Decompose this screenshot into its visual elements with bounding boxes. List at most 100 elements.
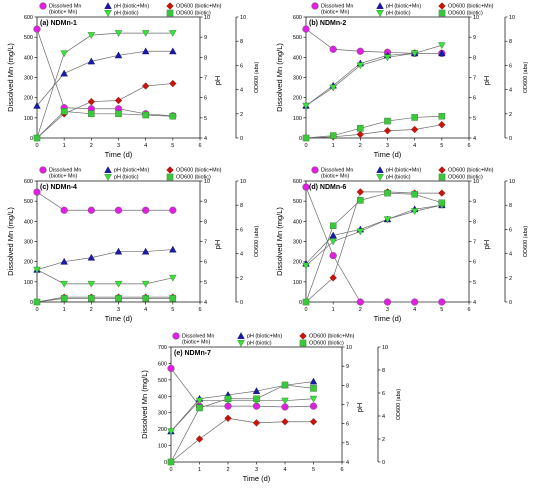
x-tick-label: 0 bbox=[169, 467, 172, 473]
y-left-tick-label: 400 bbox=[24, 219, 33, 225]
y-ph-tick-label: 4 bbox=[346, 460, 349, 466]
data-point-s3 bbox=[356, 188, 365, 196]
y-left-tick-label: 200 bbox=[24, 260, 33, 266]
x-tick-label: 1 bbox=[198, 467, 201, 473]
data-point-s4 bbox=[329, 222, 337, 230]
y-od-tick-label: 10 bbox=[509, 15, 515, 21]
legend-marker-ph-b bbox=[104, 10, 112, 17]
data-point-s2 bbox=[114, 30, 123, 37]
panel-5: Dissolved Mn(biotic+ Mn)pH (biotic+Mn)pH… bbox=[140, 332, 402, 483]
data-point-s3 bbox=[309, 418, 318, 426]
x-axis-label: Time (d) bbox=[243, 474, 271, 483]
y-left-tick-label: 300 bbox=[293, 76, 302, 82]
y-ph-tick-label: 9 bbox=[473, 199, 476, 205]
y-od-tick-label: 0 bbox=[509, 300, 512, 306]
data-point-s2 bbox=[33, 266, 41, 274]
series-line-3 bbox=[36, 296, 173, 303]
y-ph-tick-label: 9 bbox=[204, 199, 207, 205]
panel-title: (d) NDMn-6 bbox=[309, 184, 346, 191]
y-od-tick-label: 0 bbox=[509, 136, 512, 142]
legend-label-mn: Dissolved Mn bbox=[321, 168, 353, 174]
data-point-s2 bbox=[60, 50, 68, 58]
y-od-tick-label: 2 bbox=[509, 112, 512, 118]
legend-label-mn-2: (biotic+ Mn) bbox=[49, 10, 78, 16]
legend-marker-mn bbox=[39, 166, 47, 174]
x-tick-label: 5 bbox=[440, 143, 443, 149]
y-ph-tick-label: 7 bbox=[473, 240, 476, 246]
data-point-s2 bbox=[169, 30, 177, 37]
x-axis-label: Time (d) bbox=[374, 150, 402, 159]
data-point-s0 bbox=[142, 206, 150, 214]
y-od-tick-label: 0 bbox=[382, 460, 385, 466]
y-left-tick-label: 600 bbox=[293, 179, 302, 185]
data-point-s4 bbox=[167, 458, 175, 466]
y-ph-tick-label: 4 bbox=[473, 300, 476, 306]
data-point-s4 bbox=[115, 295, 122, 302]
data-point-s3 bbox=[438, 121, 446, 129]
data-point-s3 bbox=[329, 274, 337, 282]
data-point-s2 bbox=[141, 30, 150, 37]
data-point-s1 bbox=[141, 47, 150, 55]
x-tick-label: 3 bbox=[117, 143, 120, 149]
y-od-axis-label: OD600 (abs) bbox=[254, 226, 260, 258]
legend-label-mn-2: (biotic+ Mn) bbox=[182, 340, 211, 346]
y-od-tick-label: 8 bbox=[240, 203, 243, 209]
y-ph-tick-label: 4 bbox=[204, 300, 207, 306]
x-tick-label: 6 bbox=[198, 143, 201, 149]
data-point-s4 bbox=[438, 199, 446, 207]
y-left-tick-label: 400 bbox=[293, 219, 302, 225]
data-point-s4 bbox=[142, 295, 149, 302]
legend: Dissolved Mn(biotic+ Mn) pH (biotic+Mn)pH… bbox=[311, 166, 494, 181]
x-tick-label: 4 bbox=[413, 307, 416, 313]
x-tick-label: 1 bbox=[332, 143, 335, 149]
data-point-s2 bbox=[281, 397, 289, 405]
data-point-s4 bbox=[196, 404, 203, 412]
y-left-tick-label: 0 bbox=[164, 460, 167, 466]
data-point-s4 bbox=[88, 295, 95, 302]
data-point-s3 bbox=[114, 96, 123, 105]
data-point-s2 bbox=[302, 102, 310, 110]
y-od-tick-label: 0 bbox=[240, 300, 243, 306]
data-point-s4 bbox=[302, 134, 310, 142]
data-point-s1 bbox=[33, 101, 41, 109]
legend-label-ph-b: pH (biotic) bbox=[114, 175, 139, 181]
legend-label-od-bm: OD600 (biotic+Mn) bbox=[309, 334, 355, 340]
y-od-axis-label: OD600 (abs) bbox=[523, 226, 529, 258]
data-point-s0 bbox=[169, 206, 177, 214]
data-point-s4 bbox=[281, 381, 289, 389]
data-point-s0 bbox=[309, 402, 318, 410]
y-left-tick-label: 200 bbox=[24, 96, 33, 102]
data-point-s0 bbox=[411, 298, 419, 306]
data-point-s1 bbox=[169, 245, 177, 253]
panel-title: (b) NDMn-2 bbox=[309, 20, 346, 27]
series-line-3 bbox=[170, 417, 314, 463]
data-point-s4 bbox=[357, 125, 364, 132]
data-point-s2 bbox=[410, 208, 419, 216]
data-point-s0 bbox=[281, 403, 289, 411]
data-point-s0 bbox=[114, 206, 123, 214]
y-left-tick-label: 300 bbox=[24, 240, 33, 246]
data-point-s4 bbox=[142, 111, 149, 119]
y-ph-tick-label: 7 bbox=[204, 76, 207, 82]
y-left-tick-label: 600 bbox=[24, 15, 33, 21]
y-od-tick-label: 4 bbox=[382, 414, 385, 420]
series-line-4 bbox=[36, 111, 173, 139]
y-ph-tick-label: 4 bbox=[473, 136, 476, 142]
legend-marker-od-b bbox=[166, 9, 174, 17]
y-od-tick-label: 10 bbox=[240, 15, 246, 21]
data-point-s0 bbox=[33, 188, 41, 196]
series-line-3 bbox=[305, 124, 442, 139]
legend: Dissolved Mn(biotic+ Mn) pH (biotic+Mn)pH… bbox=[39, 2, 222, 17]
y-ph-tick-label: 9 bbox=[473, 35, 476, 41]
y-left-axis-label: Dissolved Mn (mg/L) bbox=[6, 207, 15, 276]
legend-marker-mn bbox=[39, 2, 47, 10]
y-ph-axis-label: pH bbox=[213, 76, 222, 86]
panel-title: (a) NDMn-1 bbox=[40, 20, 77, 27]
legend: Dissolved Mn(biotic+ Mn) pH (biotic+Mn)pH… bbox=[39, 166, 222, 181]
data-point-s2 bbox=[410, 50, 419, 58]
series-line-1 bbox=[305, 52, 442, 107]
y-ph-axis-label: pH bbox=[213, 240, 222, 250]
y-left-tick-label: 600 bbox=[293, 15, 302, 21]
x-tick-label: 0 bbox=[35, 143, 38, 149]
legend-marker-od-bm bbox=[299, 332, 307, 340]
